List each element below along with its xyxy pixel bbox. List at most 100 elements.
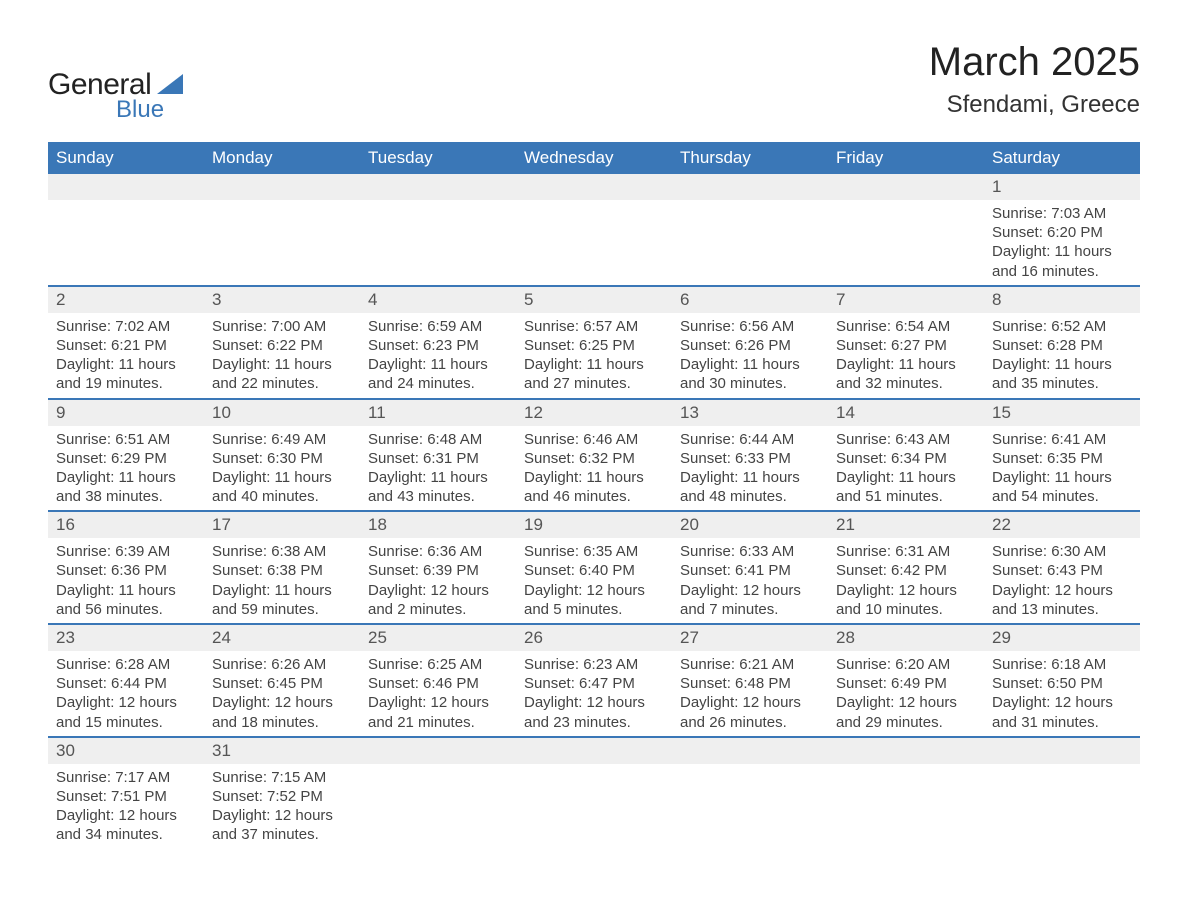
day-details-cell: Sunrise: 6:51 AMSunset: 6:29 PMDaylight:… — [48, 426, 204, 511]
day-detail-line: and 16 minutes. — [992, 262, 1132, 281]
day-details-cell: Sunrise: 7:17 AMSunset: 7:51 PMDaylight:… — [48, 764, 204, 849]
day-details-cell: Sunrise: 6:56 AMSunset: 6:26 PMDaylight:… — [672, 313, 828, 398]
day-detail-line: Sunset: 7:51 PM — [56, 787, 196, 806]
day-detail-line: Daylight: 12 hours — [524, 693, 664, 712]
day-detail-line: Daylight: 12 hours — [212, 806, 352, 825]
day-detail-line: and 2 minutes. — [368, 600, 508, 619]
date-number-cell — [204, 174, 360, 200]
day-detail-line: Daylight: 12 hours — [836, 693, 976, 712]
day-details-cell: Sunrise: 6:21 AMSunset: 6:48 PMDaylight:… — [672, 651, 828, 736]
day-detail-line: Sunset: 6:35 PM — [992, 449, 1132, 468]
day-detail-line: Sunset: 6:44 PM — [56, 674, 196, 693]
date-number-row: 16171819202122 — [48, 510, 1140, 538]
day-detail-line: and 18 minutes. — [212, 713, 352, 732]
day-details-cell: Sunrise: 6:54 AMSunset: 6:27 PMDaylight:… — [828, 313, 984, 398]
date-number-cell: 28 — [828, 625, 984, 651]
date-number-cell: 3 — [204, 287, 360, 313]
day-detail-line: Daylight: 11 hours — [992, 242, 1132, 261]
weekday-header-cell: Tuesday — [360, 142, 516, 174]
date-number-cell: 8 — [984, 287, 1140, 313]
day-detail-line: and 29 minutes. — [836, 713, 976, 732]
day-detail-line: Daylight: 12 hours — [56, 693, 196, 712]
day-detail-line: and 31 minutes. — [992, 713, 1132, 732]
day-detail-line: Sunrise: 6:38 AM — [212, 542, 352, 561]
day-detail-line: Daylight: 12 hours — [836, 581, 976, 600]
day-detail-line: Sunrise: 6:20 AM — [836, 655, 976, 674]
day-detail-line: Sunset: 6:47 PM — [524, 674, 664, 693]
date-number-cell — [828, 738, 984, 764]
day-detail-line: Daylight: 12 hours — [368, 581, 508, 600]
day-detail-line: Daylight: 11 hours — [992, 468, 1132, 487]
day-detail-line: Sunrise: 6:43 AM — [836, 430, 976, 449]
day-detail-line: Daylight: 11 hours — [524, 355, 664, 374]
date-number-cell: 26 — [516, 625, 672, 651]
day-detail-line: Sunset: 6:29 PM — [56, 449, 196, 468]
day-detail-line: Daylight: 12 hours — [212, 693, 352, 712]
day-details-cell — [828, 764, 984, 849]
day-detail-line: Sunrise: 6:26 AM — [212, 655, 352, 674]
day-detail-line: Daylight: 11 hours — [368, 355, 508, 374]
day-details-cell: Sunrise: 6:36 AMSunset: 6:39 PMDaylight:… — [360, 538, 516, 623]
day-detail-line: and 48 minutes. — [680, 487, 820, 506]
day-detail-line: Sunset: 7:52 PM — [212, 787, 352, 806]
day-detail-line: Daylight: 12 hours — [680, 581, 820, 600]
day-detail-line: Sunset: 6:31 PM — [368, 449, 508, 468]
date-number-cell — [828, 174, 984, 200]
weekday-header-row: SundayMondayTuesdayWednesdayThursdayFrid… — [48, 142, 1140, 174]
day-detail-line: and 35 minutes. — [992, 374, 1132, 393]
date-number-cell: 15 — [984, 400, 1140, 426]
date-number-cell: 31 — [204, 738, 360, 764]
date-number-cell: 12 — [516, 400, 672, 426]
day-detail-line: and 19 minutes. — [56, 374, 196, 393]
day-detail-line: and 5 minutes. — [524, 600, 664, 619]
day-details-cell: Sunrise: 7:00 AMSunset: 6:22 PMDaylight:… — [204, 313, 360, 398]
day-detail-line: Daylight: 11 hours — [212, 581, 352, 600]
header: General Blue March 2025 Sfendami, Greece — [48, 40, 1140, 124]
date-number-cell: 21 — [828, 512, 984, 538]
day-detail-line: Sunset: 6:43 PM — [992, 561, 1132, 580]
day-detail-line: Daylight: 12 hours — [56, 806, 196, 825]
day-detail-line: and 32 minutes. — [836, 374, 976, 393]
day-detail-line: Sunset: 6:25 PM — [524, 336, 664, 355]
day-details-cell: Sunrise: 6:44 AMSunset: 6:33 PMDaylight:… — [672, 426, 828, 511]
day-details-cell — [360, 764, 516, 849]
day-detail-line: and 59 minutes. — [212, 600, 352, 619]
date-number-cell: 19 — [516, 512, 672, 538]
date-number-cell: 23 — [48, 625, 204, 651]
day-detail-line: and 23 minutes. — [524, 713, 664, 732]
month-title: March 2025 — [929, 40, 1140, 85]
day-details-cell — [984, 764, 1140, 849]
day-details-cell: Sunrise: 6:33 AMSunset: 6:41 PMDaylight:… — [672, 538, 828, 623]
details-row: Sunrise: 6:39 AMSunset: 6:36 PM Daylight:… — [48, 538, 1140, 623]
date-number-cell: 25 — [360, 625, 516, 651]
day-detail-line: Daylight: 11 hours — [212, 355, 352, 374]
day-detail-line: Sunset: 6:23 PM — [368, 336, 508, 355]
day-detail-line: Sunrise: 7:15 AM — [212, 768, 352, 787]
day-detail-line: and 21 minutes. — [368, 713, 508, 732]
day-detail-line: Sunset: 6:48 PM — [680, 674, 820, 693]
day-detail-line: Daylight: 11 hours — [992, 355, 1132, 374]
day-detail-line: Sunset: 6:20 PM — [992, 223, 1132, 242]
day-details-cell: Sunrise: 6:57 AMSunset: 6:25 PMDaylight:… — [516, 313, 672, 398]
day-detail-line: Sunrise: 6:44 AM — [680, 430, 820, 449]
day-details-cell: Sunrise: 6:23 AMSunset: 6:47 PMDaylight:… — [516, 651, 672, 736]
day-detail-line: Sunrise: 6:57 AM — [524, 317, 664, 336]
day-detail-line: and 7 minutes. — [680, 600, 820, 619]
day-detail-line: Sunset: 6:38 PM — [212, 561, 352, 580]
day-detail-line: Sunset: 6:28 PM — [992, 336, 1132, 355]
day-detail-line: Daylight: 11 hours — [836, 468, 976, 487]
day-detail-line: Daylight: 11 hours — [680, 468, 820, 487]
day-detail-line: Sunset: 6:39 PM — [368, 561, 508, 580]
day-detail-line: and 15 minutes. — [56, 713, 196, 732]
day-details-cell: Sunrise: 6:18 AMSunset: 6:50 PMDaylight:… — [984, 651, 1140, 736]
day-detail-line: Sunset: 6:36 PM — [56, 561, 196, 580]
day-detail-line: Sunrise: 6:21 AM — [680, 655, 820, 674]
day-detail-line: Sunrise: 6:54 AM — [836, 317, 976, 336]
date-number-cell: 7 — [828, 287, 984, 313]
day-detail-line: Daylight: 11 hours — [680, 355, 820, 374]
day-detail-line: Sunset: 6:22 PM — [212, 336, 352, 355]
day-detail-line: Sunrise: 6:25 AM — [368, 655, 508, 674]
day-detail-line: Sunrise: 6:39 AM — [56, 542, 196, 561]
day-detail-line: Sunset: 6:27 PM — [836, 336, 976, 355]
day-detail-line: Sunrise: 6:49 AM — [212, 430, 352, 449]
